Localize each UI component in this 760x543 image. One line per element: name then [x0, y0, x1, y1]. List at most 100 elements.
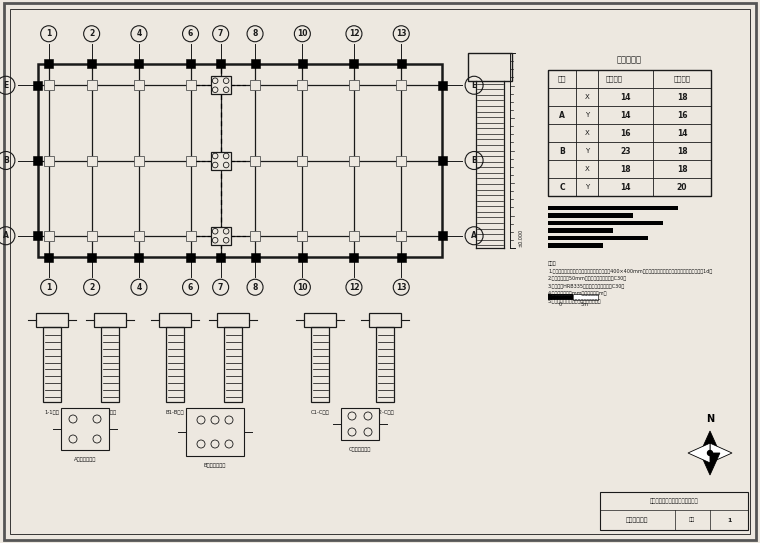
- Circle shape: [212, 229, 218, 234]
- Bar: [33, 156, 43, 165]
- Bar: [548, 213, 633, 218]
- Text: 2: 2: [89, 283, 94, 292]
- Bar: [185, 231, 195, 241]
- Text: 1: 1: [46, 29, 51, 38]
- Bar: [298, 252, 307, 262]
- Text: 桩基础工程图: 桩基础工程图: [625, 517, 648, 523]
- Text: Y: Y: [585, 112, 589, 118]
- Circle shape: [69, 415, 77, 423]
- Circle shape: [212, 153, 218, 159]
- Text: B: B: [3, 156, 9, 165]
- Text: 12: 12: [349, 29, 359, 38]
- Text: 1-1剖面: 1-1剖面: [45, 410, 59, 415]
- Bar: [349, 80, 359, 90]
- Bar: [101, 327, 119, 402]
- Text: 3.钢筋采用HRB335，桩身混凝土强度等级C30。: 3.钢筋采用HRB335，桩身混凝土强度等级C30。: [548, 283, 625, 288]
- Text: 10: 10: [297, 29, 308, 38]
- Bar: [134, 80, 144, 90]
- Text: 说明：: 说明：: [548, 261, 556, 266]
- Text: 钢筋直径: 钢筋直径: [606, 75, 623, 83]
- Bar: [44, 59, 53, 68]
- Circle shape: [212, 162, 218, 168]
- Text: 5.施工时应严格按照现行施工规范执行。: 5.施工时应严格按照现行施工规范执行。: [548, 299, 601, 304]
- Text: 1.本工程桩基础采用预制钢筋混凝土方桩，截面400×400mm，桩长根据地质条件确定，桩端入持力层不小于1d。: 1.本工程桩基础采用预制钢筋混凝土方桩，截面400×400mm，桩长根据地质条件…: [548, 268, 712, 274]
- Text: E: E: [471, 81, 477, 90]
- Bar: [33, 231, 43, 240]
- Text: N: N: [706, 414, 714, 424]
- Bar: [211, 151, 230, 169]
- Polygon shape: [700, 453, 720, 475]
- Bar: [87, 59, 97, 68]
- Bar: [134, 231, 144, 241]
- Circle shape: [708, 451, 713, 456]
- Text: B: B: [471, 156, 477, 165]
- Text: 天津工业大学土木工程系毕业设计: 天津工业大学土木工程系毕业设计: [650, 498, 698, 504]
- Bar: [135, 252, 144, 262]
- Bar: [376, 327, 394, 402]
- Bar: [159, 313, 191, 327]
- Text: 18: 18: [676, 92, 687, 102]
- Bar: [166, 327, 184, 402]
- Circle shape: [212, 237, 218, 243]
- Bar: [216, 80, 226, 90]
- Polygon shape: [700, 431, 720, 453]
- Text: Y: Y: [585, 148, 589, 154]
- Text: 16: 16: [620, 129, 631, 137]
- Bar: [211, 76, 230, 94]
- Bar: [87, 155, 97, 166]
- Bar: [573, 294, 598, 300]
- Text: 20: 20: [676, 182, 687, 192]
- Circle shape: [348, 412, 356, 420]
- Circle shape: [364, 428, 372, 436]
- Text: E: E: [3, 81, 8, 90]
- Text: ±0.000: ±0.000: [518, 229, 523, 247]
- Bar: [250, 155, 260, 166]
- Bar: [397, 59, 406, 68]
- Bar: [251, 252, 260, 262]
- Bar: [349, 155, 359, 166]
- Bar: [216, 231, 226, 241]
- Text: 5m: 5m: [581, 302, 589, 307]
- Text: 承台: 承台: [558, 75, 566, 83]
- Circle shape: [197, 416, 205, 424]
- Bar: [44, 252, 53, 262]
- Text: 14: 14: [620, 110, 631, 119]
- Bar: [298, 59, 307, 68]
- Bar: [297, 80, 307, 90]
- Circle shape: [93, 415, 101, 423]
- Bar: [548, 294, 573, 300]
- Bar: [185, 80, 195, 90]
- Polygon shape: [688, 443, 710, 463]
- Bar: [43, 231, 54, 241]
- Bar: [304, 313, 336, 327]
- Bar: [186, 59, 195, 68]
- Text: 7: 7: [218, 29, 223, 38]
- Text: 14: 14: [620, 92, 631, 102]
- Text: 18: 18: [620, 165, 631, 174]
- Text: B2-B剖面: B2-B剖面: [223, 410, 242, 415]
- Circle shape: [225, 416, 233, 424]
- Text: X: X: [584, 130, 589, 136]
- Circle shape: [364, 412, 372, 420]
- Text: A: A: [471, 231, 477, 240]
- Text: A组承台平面图: A组承台平面图: [74, 457, 97, 462]
- Bar: [250, 80, 260, 90]
- Text: 10: 10: [297, 283, 308, 292]
- Bar: [350, 59, 359, 68]
- Circle shape: [197, 440, 205, 448]
- Bar: [216, 155, 226, 166]
- Circle shape: [212, 78, 218, 84]
- Text: 8: 8: [252, 283, 258, 292]
- Circle shape: [223, 153, 229, 159]
- Bar: [369, 313, 401, 327]
- Circle shape: [69, 435, 77, 443]
- Bar: [341, 408, 379, 440]
- Bar: [600, 492, 748, 530]
- Text: 0: 0: [559, 302, 562, 307]
- Bar: [43, 155, 54, 166]
- Bar: [297, 231, 307, 241]
- Bar: [548, 221, 663, 225]
- Text: Y: Y: [585, 184, 589, 190]
- Text: X: X: [584, 166, 589, 172]
- Text: B1-B剖面: B1-B剖面: [166, 410, 185, 415]
